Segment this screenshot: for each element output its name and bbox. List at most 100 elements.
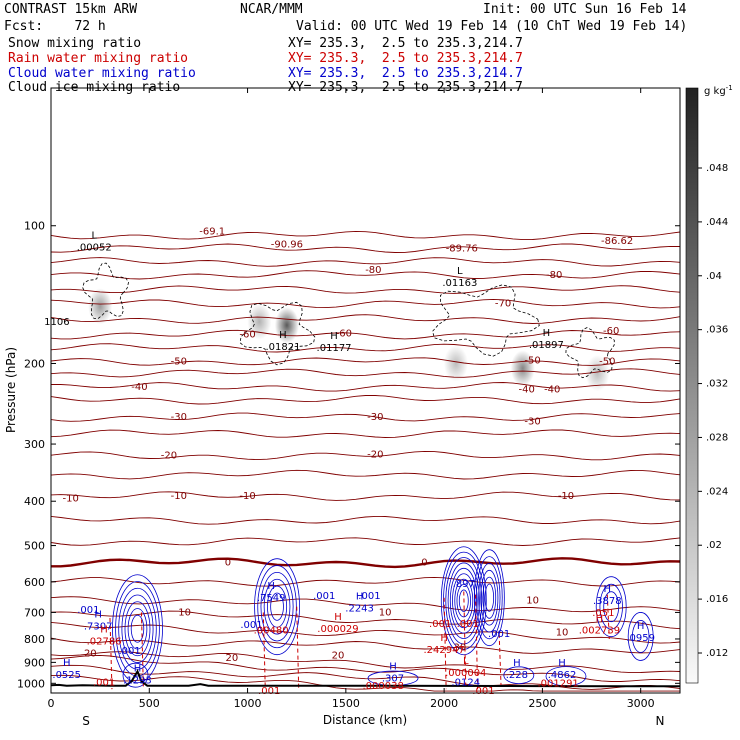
extremum-value-label: .307 bbox=[382, 673, 404, 684]
isotherm-label: -40 bbox=[519, 385, 535, 396]
rain-water-contour bbox=[475, 594, 479, 690]
colorbar-tick-label: .044 bbox=[706, 217, 728, 228]
isotherm-label: -10 bbox=[62, 494, 78, 505]
y-tick-label: 300 bbox=[24, 438, 45, 451]
y-tick-label: 800 bbox=[24, 633, 45, 646]
extremum-value-label: .00480 bbox=[254, 625, 289, 636]
isotherm-line bbox=[51, 412, 680, 422]
cloud-water-contour bbox=[603, 591, 620, 623]
extremum-value-label: .001 bbox=[313, 591, 335, 602]
isotherm-line bbox=[51, 674, 680, 692]
isotherm-line bbox=[51, 515, 680, 525]
isotherm-line bbox=[51, 654, 680, 682]
extremum-value-label: .000038 bbox=[363, 681, 404, 692]
rain-water-contour bbox=[606, 594, 610, 639]
extremum-marker: H bbox=[356, 592, 364, 603]
cloud-water-contour bbox=[478, 563, 501, 633]
extremum-value-label: .001 bbox=[472, 686, 494, 697]
isotherm-label: -70 bbox=[495, 299, 511, 310]
isotherm-label: -60 bbox=[336, 329, 352, 340]
extremum-value-label: .01821 bbox=[265, 342, 300, 353]
extremum-value-label: .002739 bbox=[579, 625, 620, 636]
extremum-value-label: .897 bbox=[453, 579, 475, 590]
y-tick-label: 200 bbox=[24, 357, 45, 370]
extremum-marker: H bbox=[330, 331, 338, 342]
init-time: Init: 00 UTC Sun 16 Feb 14 bbox=[483, 2, 687, 17]
cloud-water-contour bbox=[447, 562, 480, 639]
isotherm-label: -30 bbox=[171, 412, 187, 423]
field-xy-snow: XY= 235.3, 2.5 to 235.3,214.7 bbox=[288, 36, 523, 51]
isotherm-label: -50 bbox=[599, 356, 615, 367]
cloud-water-contour bbox=[130, 614, 145, 643]
x-tick-label: 2500 bbox=[528, 697, 556, 710]
extremum-value-label: 1106 bbox=[44, 317, 69, 328]
isotherm-line bbox=[51, 491, 680, 501]
extremum-value-label: .2243 bbox=[345, 604, 374, 615]
extremum-marker: H bbox=[63, 658, 71, 669]
field-xy-rain: XY= 235.3, 2.5 to 235.3,214.7 bbox=[288, 51, 523, 66]
y-tick-label: 700 bbox=[24, 606, 45, 619]
isotherm-line bbox=[51, 450, 680, 461]
extremum-marker: L bbox=[463, 656, 469, 667]
extremum-marker: L bbox=[91, 230, 97, 241]
colorbar-tick-label: .016 bbox=[706, 594, 728, 605]
field-label-rain: Rain water mixing ratio bbox=[8, 51, 189, 66]
isotherm-line bbox=[51, 664, 680, 690]
isotherm-label: -20 bbox=[367, 449, 383, 460]
colorbar-tick-label: .02 bbox=[706, 540, 722, 551]
isotherm-line bbox=[51, 343, 680, 353]
extremum-value-label: .001 bbox=[93, 677, 115, 688]
extremum-value-label: .3878 bbox=[593, 596, 622, 607]
cloud-water-contour bbox=[263, 578, 291, 635]
cloud-water-contour bbox=[254, 558, 300, 656]
isotherm-line bbox=[51, 382, 680, 392]
cloud-water-contour bbox=[112, 574, 163, 684]
y-tick-label: 1000 bbox=[17, 677, 45, 690]
cloud-water-contour bbox=[445, 557, 483, 645]
cloud-water-contour bbox=[476, 556, 503, 640]
rain-water-contour bbox=[463, 591, 467, 690]
x-axis-title: Distance (km) bbox=[323, 713, 407, 727]
isotherm-line bbox=[51, 576, 680, 587]
field-label-cloud-water: Cloud water mixing ratio bbox=[8, 66, 196, 81]
start-point-label: S bbox=[82, 714, 90, 728]
isotherm-label: 10 bbox=[556, 628, 569, 639]
isotherm-label: 20 bbox=[84, 648, 97, 659]
isotherm-line bbox=[51, 429, 680, 438]
cloud-water-contour bbox=[121, 594, 154, 663]
extremum-value-label: .001 bbox=[258, 686, 280, 697]
extremum-value-label: .01897 bbox=[529, 340, 564, 351]
isotherm-line bbox=[51, 329, 680, 340]
y-tick-label: 900 bbox=[24, 656, 45, 669]
rain-water-contour bbox=[262, 612, 266, 690]
cloud-water-contour bbox=[503, 666, 535, 684]
extremum-value-label: .02786 bbox=[87, 637, 122, 648]
isotherm-line bbox=[51, 257, 680, 267]
extremum-value-label: .0124 bbox=[451, 677, 480, 688]
plot-frame bbox=[50, 87, 681, 694]
zero-isotherm bbox=[51, 557, 680, 569]
isotherm-label: -86.62 bbox=[601, 236, 633, 247]
rain-water-contour bbox=[296, 606, 300, 690]
isotherm-label: -20 bbox=[161, 451, 177, 462]
snow-shading-blob bbox=[585, 355, 610, 392]
isotherm-label: 0 bbox=[421, 558, 427, 569]
isotherm-label: 20 bbox=[332, 651, 345, 662]
isotherm-label: 10 bbox=[178, 607, 191, 618]
cloud-water-contour bbox=[440, 546, 487, 656]
extremum-marker: H bbox=[100, 625, 108, 636]
isotherm-label: -80 bbox=[365, 265, 381, 276]
isotherm-label: -90.96 bbox=[271, 240, 303, 251]
cloud-water-contour bbox=[458, 589, 469, 612]
isotherm-label: 0 bbox=[225, 558, 231, 569]
cloud-water-contour bbox=[480, 569, 499, 626]
isotherm-label: -50 bbox=[524, 355, 540, 366]
extremum-marker: H bbox=[604, 584, 612, 595]
extremum-marker: H bbox=[94, 609, 102, 620]
terrain-line bbox=[51, 669, 680, 688]
y-tick-label: 500 bbox=[24, 540, 45, 553]
extremum-value-label: .7307 bbox=[84, 621, 113, 632]
isotherm-label: -60 bbox=[603, 326, 619, 337]
cloud-water-contour bbox=[627, 612, 654, 661]
cloud-ice-contour bbox=[432, 284, 540, 357]
